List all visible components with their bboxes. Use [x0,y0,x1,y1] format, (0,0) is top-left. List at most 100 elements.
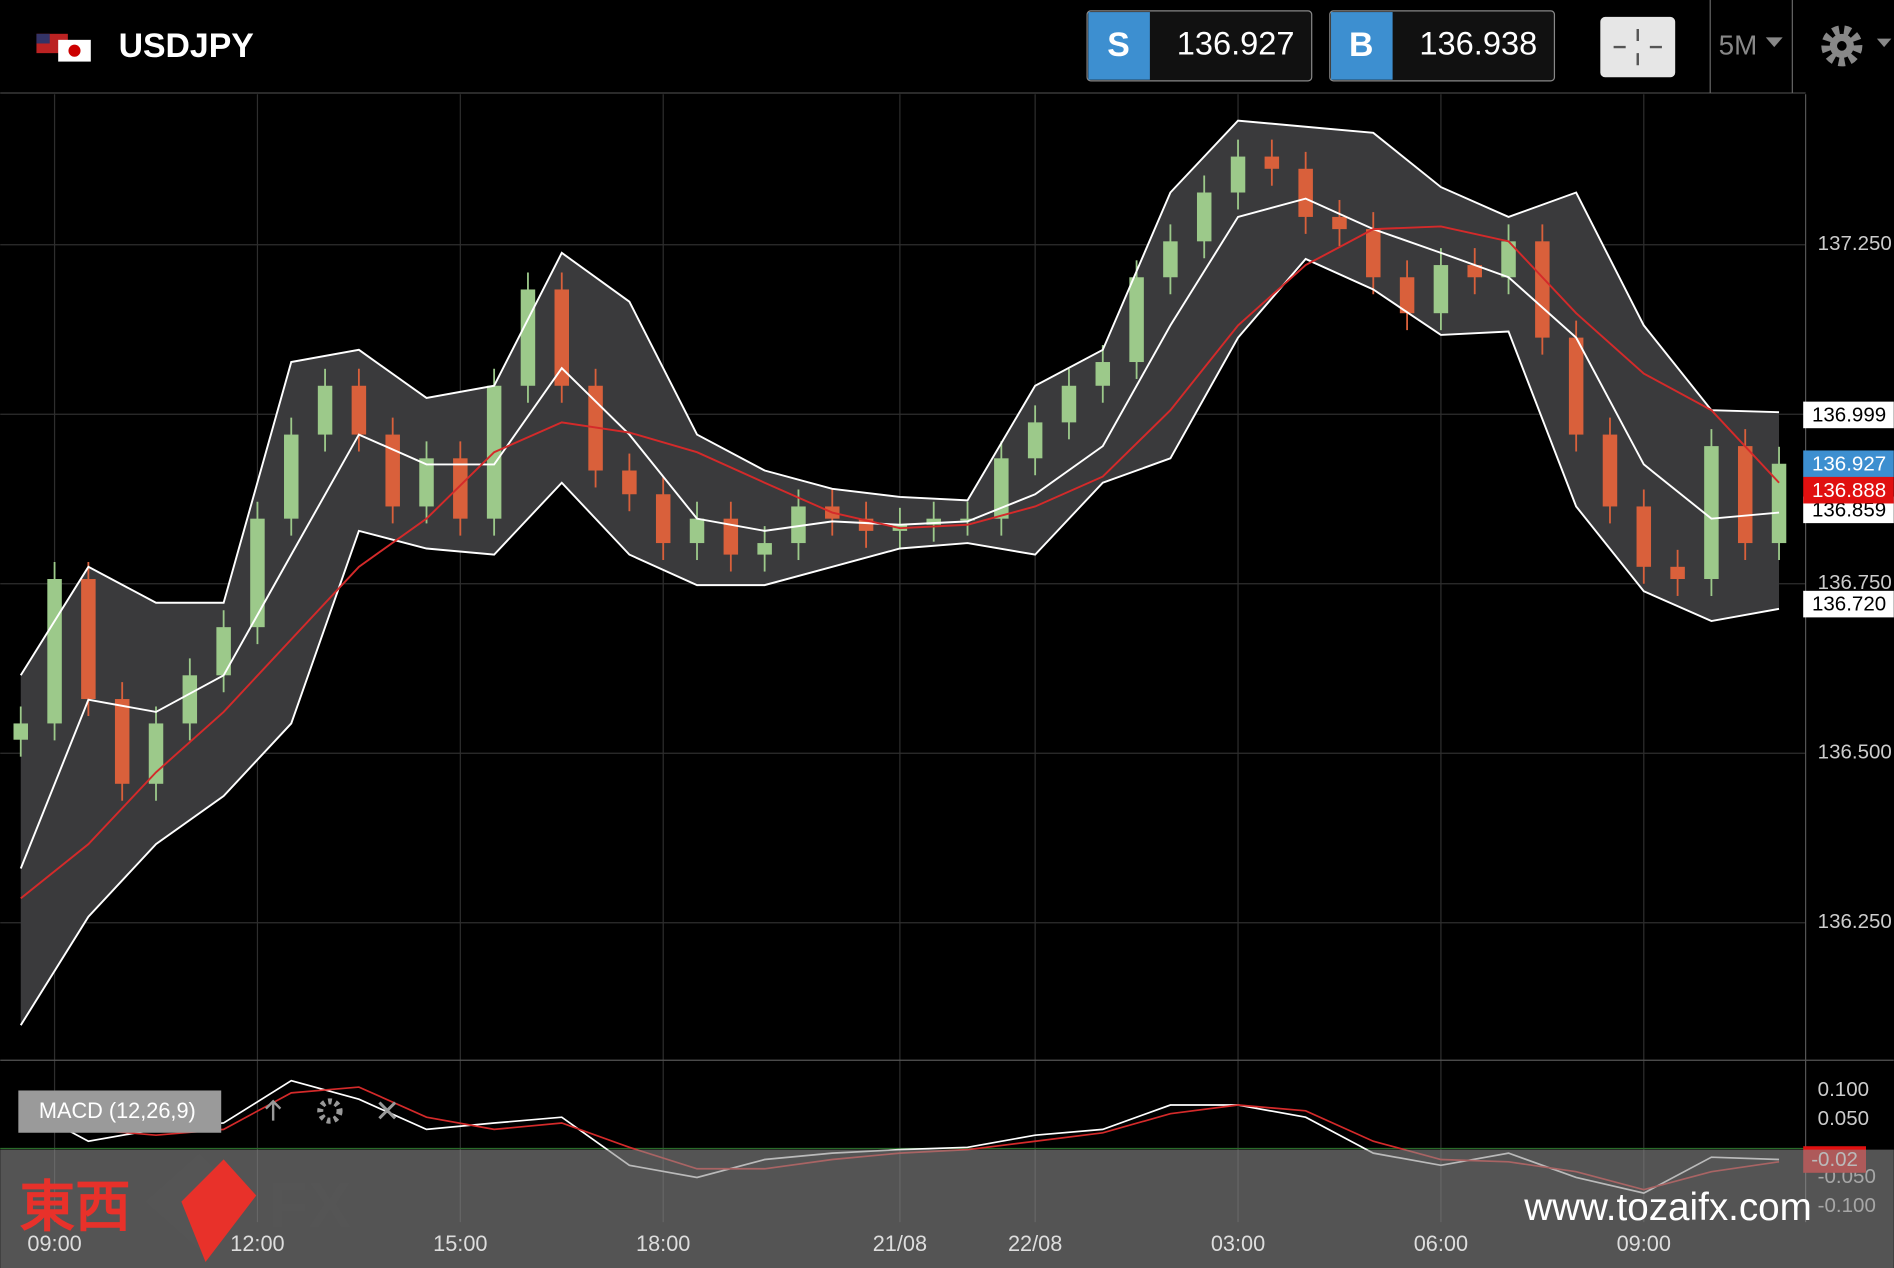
crosshair-button[interactable] [1600,16,1676,78]
gear-hole[interactable] [1837,41,1847,51]
us-flag-canton [36,33,50,44]
x-tick-label: 18:00 [636,1231,690,1256]
price-tag [1803,590,1894,618]
sell-side-box[interactable] [1088,12,1150,80]
candle-body [1095,362,1111,386]
close-icon[interactable] [378,1101,397,1120]
settings-button[interactable] [1821,25,1892,67]
macd-tick-label: 0.100 [1818,1078,1869,1101]
candle-body [13,723,28,740]
x-tick-label: 15:00 [433,1231,487,1256]
bollinger-middle [19,197,1780,869]
watermark-url: www.tozaifx.com [1523,1186,1812,1229]
macd-label[interactable]: MACD (12,26,9) [39,1098,196,1123]
watermark-brand: 東西 [20,1176,131,1238]
candle-body [926,518,941,525]
candle-body [1704,446,1719,580]
candle-body [1467,265,1482,278]
candle-body [1636,506,1652,567]
candle-body [1196,192,1212,242]
candle-body [351,385,367,435]
candle-body [284,434,299,519]
candle-body [554,289,570,386]
candle-body [757,543,772,555]
candle-body [419,458,434,507]
candle-body [1737,446,1753,544]
header: USDJPY S 136.927 B 136.938 5M [0,0,1894,94]
x-tick-label: 21/08 [873,1231,927,1256]
price-tag [1803,450,1894,478]
candle-body [520,289,536,386]
sell-button[interactable]: S 136.927 [1086,10,1313,82]
price-tag [1803,401,1894,429]
header-bar [0,0,1894,93]
dropdown-arrow[interactable] [1876,38,1892,48]
x-tick-label: 12:00 [230,1231,284,1256]
candle-body [1501,241,1516,278]
candle-body [148,723,164,784]
jp-flag-sun [68,44,81,57]
watermark-logo [181,1159,257,1262]
y-tick-label: 136.250 [1818,910,1892,933]
plot: 136.250136.500136.750137.000137.2500.100… [0,94,1894,1223]
bollinger-upper [19,119,1780,676]
candle-body [453,458,468,519]
x-tick-label: 09:00 [27,1231,81,1256]
symbol: USDJPY [119,27,254,65]
crosshair-icon[interactable] [1613,28,1662,66]
buy-side[interactable]: B [1349,26,1373,64]
x-tick-label: 09:00 [1617,1231,1671,1256]
candle-body [1568,337,1584,435]
moving-average [20,225,1780,900]
settings-icon[interactable] [317,1098,343,1124]
candle-body [1061,385,1077,423]
candle-body [1366,229,1381,278]
candle-body [114,699,130,784]
candle-body [1264,156,1280,169]
price-tag-label: 136.888 [1812,479,1886,502]
crosshair-box[interactable] [1600,16,1676,78]
price-tag-label: 136.927 [1812,452,1886,475]
candle-body [1163,241,1178,278]
candle-body [689,518,705,544]
candle-body [1670,566,1685,580]
y-tick-label: 137.250 [1818,232,1892,255]
candle-body [1332,216,1347,230]
candle-body [250,518,265,628]
buy-price[interactable]: 136.938 [1419,24,1537,61]
candle-body [81,579,96,700]
candle-body [1027,422,1043,459]
price-tag-label: 136.859 [1812,498,1886,521]
flag-icon [36,33,91,62]
candle-body [317,385,333,435]
gear-teeth[interactable] [1821,25,1863,67]
macd-label-box[interactable] [18,1090,222,1133]
watermark-band [0,1149,1894,1268]
macd-tick-label: 0.050 [1818,1107,1869,1130]
candle-body [1433,265,1449,314]
x-tick-label: 06:00 [1414,1231,1468,1256]
sell-side[interactable]: S [1107,26,1130,64]
buy-button[interactable]: B 136.938 [1329,10,1556,82]
x-tick-label: 03:00 [1211,1231,1265,1256]
timeframe-select[interactable]: 5M [1719,29,1783,60]
candle-body [1602,434,1618,507]
candle-body [1298,168,1313,217]
sell-price[interactable]: 136.927 [1177,24,1295,61]
timeframe[interactable]: 5M [1719,29,1758,60]
move-icon[interactable] [265,1099,282,1121]
buy-side-box[interactable] [1331,12,1393,80]
candle-body [622,470,637,495]
candle-body [1230,156,1246,193]
candle-body [182,675,198,724]
dropdown-arrow[interactable] [1765,37,1783,48]
candle-body [994,458,1009,519]
candle-body [655,494,671,544]
bollinger-lower [19,257,1780,1026]
candle-body [1129,277,1144,363]
candle-body [1399,277,1415,314]
price-tag-label: 136.999 [1812,404,1886,427]
y-tick-label: 136.750 [1818,571,1892,594]
